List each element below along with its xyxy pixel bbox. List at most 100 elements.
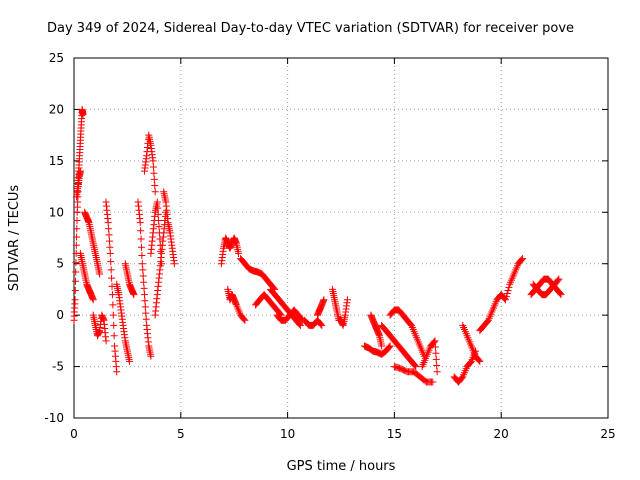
data-point bbox=[71, 296, 79, 304]
data-point bbox=[110, 332, 118, 340]
y-tick-label: 20 bbox=[49, 102, 64, 116]
data-point bbox=[411, 362, 419, 370]
data-point bbox=[151, 182, 159, 190]
data-points bbox=[70, 105, 565, 386]
data-point bbox=[466, 358, 474, 366]
data-point bbox=[386, 342, 394, 350]
data-point bbox=[105, 225, 113, 233]
data-point bbox=[71, 277, 79, 285]
data-point bbox=[136, 219, 144, 227]
data-point bbox=[433, 368, 441, 376]
series-burst-12 bbox=[160, 188, 178, 268]
data-point bbox=[430, 338, 438, 346]
data-point bbox=[102, 337, 110, 345]
data-point bbox=[149, 163, 157, 171]
data-point bbox=[89, 296, 97, 304]
series-burst-07 bbox=[121, 260, 138, 299]
data-point bbox=[378, 342, 386, 350]
x-tick-label: 0 bbox=[70, 427, 78, 441]
series-burst-03 bbox=[81, 208, 104, 278]
data-point bbox=[147, 352, 155, 360]
data-point bbox=[73, 225, 81, 233]
series-burst-04 bbox=[89, 311, 110, 345]
data-point bbox=[150, 169, 158, 177]
data-point bbox=[110, 321, 118, 329]
data-point bbox=[501, 296, 509, 304]
data-point bbox=[234, 249, 242, 257]
data-point bbox=[140, 278, 148, 286]
data-point bbox=[555, 275, 563, 283]
data-point bbox=[407, 320, 415, 328]
data-point bbox=[431, 337, 439, 345]
data-point bbox=[502, 293, 510, 301]
data-point bbox=[429, 378, 437, 386]
data-point bbox=[505, 283, 513, 291]
data-point bbox=[475, 356, 483, 364]
data-point bbox=[153, 198, 161, 206]
data-point bbox=[298, 315, 306, 323]
x-tick-label: 10 bbox=[280, 427, 295, 441]
data-point bbox=[154, 210, 162, 218]
data-point bbox=[138, 251, 146, 259]
data-point bbox=[170, 260, 178, 268]
data-point bbox=[296, 320, 304, 328]
data-point bbox=[105, 237, 113, 245]
data-point bbox=[108, 274, 116, 282]
data-point bbox=[557, 291, 565, 299]
data-point bbox=[142, 309, 150, 317]
data-point bbox=[432, 355, 440, 363]
x-tick-label: 15 bbox=[387, 427, 402, 441]
y-tick-label: -5 bbox=[52, 360, 64, 374]
data-point bbox=[105, 231, 113, 239]
data-point bbox=[519, 255, 527, 263]
data-point bbox=[504, 286, 512, 294]
series-burst-08 bbox=[134, 198, 155, 360]
data-point bbox=[518, 256, 526, 264]
series-arc-r bbox=[476, 291, 505, 335]
series-arc-e bbox=[252, 291, 285, 319]
series-arc-a bbox=[217, 234, 242, 268]
y-tick-label: 25 bbox=[49, 51, 64, 65]
data-point bbox=[432, 349, 440, 357]
data-point bbox=[155, 223, 163, 231]
data-point bbox=[138, 260, 146, 268]
data-point bbox=[385, 343, 393, 351]
data-point bbox=[139, 266, 147, 274]
data-point bbox=[106, 249, 114, 257]
data-point bbox=[137, 243, 145, 251]
series-arc-g bbox=[301, 316, 326, 329]
data-point bbox=[96, 270, 104, 278]
data-point bbox=[109, 301, 117, 309]
x-tick-label: 25 bbox=[600, 427, 615, 441]
data-point bbox=[503, 290, 511, 298]
data-point bbox=[554, 276, 562, 284]
data-point bbox=[73, 217, 81, 225]
data-point bbox=[106, 243, 114, 251]
series-burst-02 bbox=[76, 249, 97, 304]
data-point bbox=[320, 296, 328, 304]
data-point bbox=[126, 357, 134, 365]
data-point bbox=[71, 286, 79, 294]
data-point bbox=[141, 297, 149, 305]
data-point bbox=[154, 204, 162, 212]
plot-border bbox=[73, 57, 609, 419]
data-point bbox=[79, 111, 87, 119]
series-arc-d bbox=[267, 285, 304, 329]
data-point bbox=[107, 258, 115, 266]
data-point bbox=[72, 259, 80, 267]
series-arc-c bbox=[237, 255, 279, 293]
series-arc-u bbox=[529, 275, 563, 299]
series-arc-h bbox=[314, 296, 328, 319]
y-tick-label: 0 bbox=[56, 308, 64, 322]
series-burst-05 bbox=[102, 198, 121, 376]
data-point bbox=[104, 219, 112, 227]
axis-ticks: 0 5 10 15 20 25 -10 -5 0 5 10 15 20 25 bbox=[44, 51, 615, 441]
data-point bbox=[137, 227, 145, 235]
y-tick-label: 10 bbox=[49, 205, 64, 219]
series-burst-00 bbox=[70, 167, 84, 324]
data-point bbox=[343, 296, 351, 304]
series-arc-o bbox=[418, 337, 441, 376]
data-point bbox=[317, 320, 325, 328]
data-point bbox=[151, 188, 159, 196]
data-point bbox=[476, 357, 484, 365]
